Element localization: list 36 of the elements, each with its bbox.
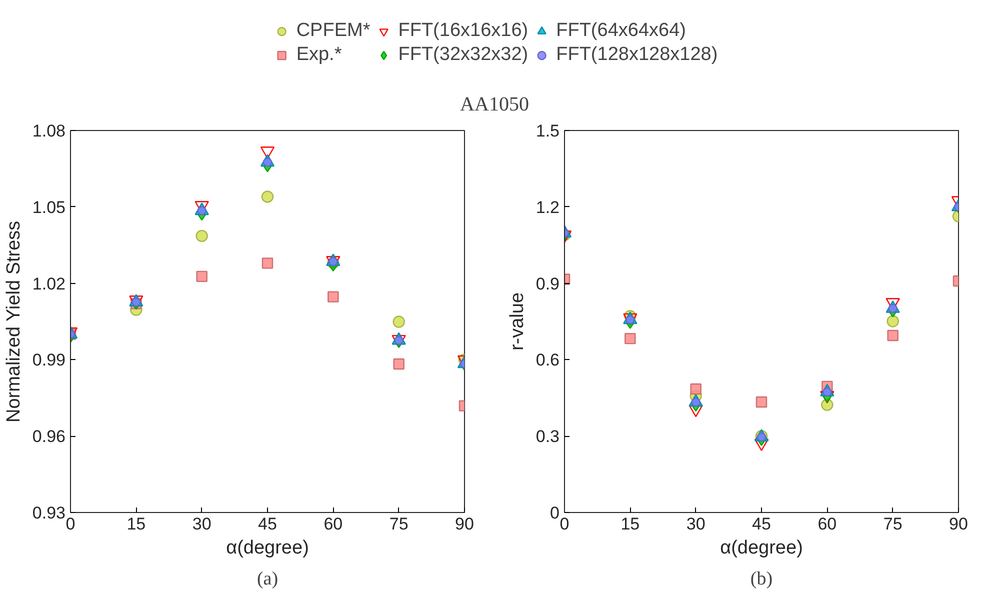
x-tick-label: 15 [620, 514, 640, 534]
y-tick-label: 0.99 [32, 350, 66, 370]
y-tick-label: 1.02 [32, 274, 66, 294]
y-axis-title: Normalized Yield Stress [3, 220, 24, 423]
x-tick-label: 30 [192, 514, 212, 534]
legend-label: FFT(64x64x64) [556, 20, 686, 42]
x-tick-label: 90 [455, 514, 474, 534]
y-tick-label: 0.9 [536, 274, 560, 294]
y-tick-label: 0.3 [536, 427, 560, 446]
y-tick-label: 0.93 [32, 504, 66, 522]
x-tick-label: 90 [949, 514, 968, 534]
y-tick-label: 1.08 [32, 122, 66, 140]
legend-label: Exp.* [296, 44, 342, 66]
x-tick-label: 75 [883, 514, 902, 534]
y-tick-label: 1.2 [536, 198, 560, 217]
legend-label: FFT(16x16x16) [398, 20, 528, 42]
x-tick-label: 60 [818, 514, 837, 534]
y-tick-label: 0.6 [536, 350, 560, 370]
x-tick-label: 45 [752, 514, 771, 534]
x-axis-title: α(degree) [720, 538, 803, 558]
x-tick-label: 45 [258, 514, 277, 534]
legend-label: FFT(32x32x32) [398, 44, 528, 66]
text: (b) [750, 568, 773, 590]
y-tick-label: 1.5 [536, 122, 560, 140]
x-tick-label: 75 [389, 514, 408, 534]
legend-label: FFT(128x128x128) [556, 44, 718, 66]
y-tick-label: 0.96 [32, 427, 66, 446]
legend-label: CPFEM* [296, 20, 370, 42]
x-tick-label: 60 [324, 514, 343, 534]
x-tick-label: 15 [126, 514, 146, 534]
x-tick-label: 30 [686, 514, 706, 534]
y-tick-label: 1.05 [32, 198, 66, 217]
text: (a) [256, 568, 278, 590]
chart-title: AA1050 [460, 94, 529, 116]
x-axis-title: α(degree) [226, 538, 309, 558]
y-axis-title: r-value [506, 292, 528, 351]
